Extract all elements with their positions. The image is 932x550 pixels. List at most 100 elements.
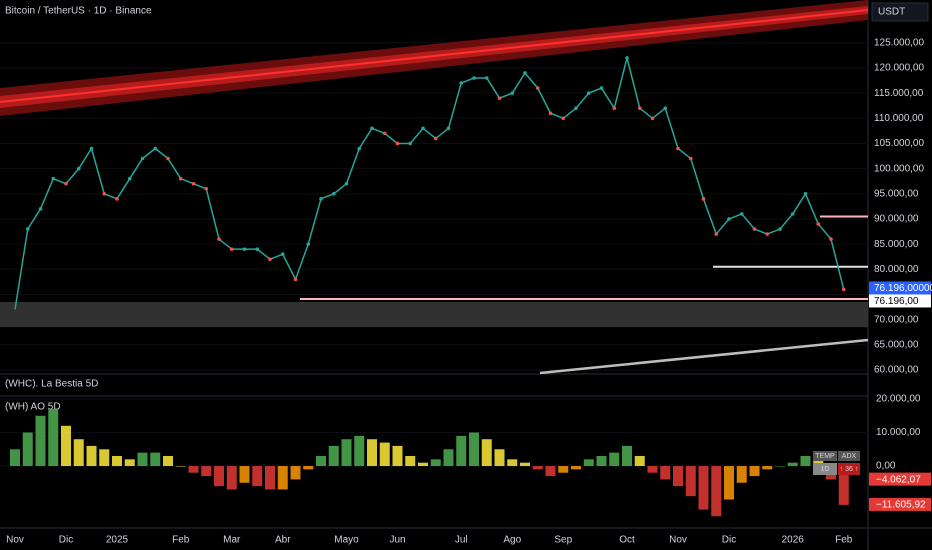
y-tick-label: 70.000,00 <box>874 314 919 325</box>
ao-bar <box>150 452 161 467</box>
price-point <box>523 71 527 75</box>
ao-bar <box>609 452 620 467</box>
currency-label[interactable]: USDT <box>878 7 905 18</box>
ao-bar <box>379 442 390 467</box>
table-cell <box>838 463 860 475</box>
ao-bar <box>354 435 365 467</box>
x-tick-label: Sep <box>554 535 572 546</box>
x-tick-label: Ago <box>503 535 521 546</box>
x-tick-label: Mayo <box>334 535 359 546</box>
x-tick-label: 2025 <box>106 535 129 546</box>
price-point <box>663 106 668 111</box>
table-text: TEMP <box>815 453 835 460</box>
ao-bar <box>583 459 594 467</box>
chart-title: Bitcoin / TetherUS · 1D · Binance <box>5 6 152 17</box>
ao-badge-label: −4.062,07 <box>876 474 921 485</box>
price-point <box>382 131 387 136</box>
price-point <box>115 197 119 201</box>
y-tick-label: 100.000,00 <box>874 163 924 174</box>
y-tick-label: 80.000,00 <box>874 264 919 275</box>
price-point <box>331 191 336 196</box>
close-badge-label: 76.196,00 <box>874 296 919 307</box>
ao-bar <box>787 462 798 467</box>
price-point <box>64 181 68 186</box>
price-point <box>625 56 629 60</box>
ao-bar <box>99 449 110 467</box>
price-point <box>714 232 719 236</box>
price-point <box>446 126 451 131</box>
price-point <box>319 197 323 201</box>
price-point <box>229 247 234 251</box>
ao-bar <box>571 466 581 470</box>
x-tick-label: Oct <box>619 535 635 546</box>
ao-bar <box>622 445 632 467</box>
currency-button[interactable] <box>871 2 929 22</box>
x-tick-label: Feb <box>835 535 853 546</box>
price-point <box>790 212 795 216</box>
ao-bar <box>392 445 403 467</box>
ao-badge <box>869 497 931 511</box>
price-point <box>574 106 578 111</box>
price-point <box>599 86 604 90</box>
ao-bar <box>48 409 59 467</box>
ao-badge-label: −11.605,92 <box>876 500 926 511</box>
ao-bar <box>303 466 314 470</box>
price-point <box>395 141 400 146</box>
ao-badge <box>869 472 931 486</box>
price-point <box>191 181 196 186</box>
table-cell <box>813 463 837 475</box>
table-cell <box>838 451 860 461</box>
price-point <box>127 176 132 181</box>
y-tick-label: 125.000,00 <box>874 37 924 48</box>
price-point <box>357 146 362 151</box>
price-point <box>650 116 655 121</box>
price-point <box>637 106 642 111</box>
price-point <box>76 166 81 171</box>
ao-bar <box>418 462 428 467</box>
ao-bar <box>367 439 377 467</box>
ao-bar <box>749 466 760 477</box>
price-point <box>816 222 821 226</box>
x-tick-label: Dic <box>722 535 736 546</box>
indicator-name: (WH) AO 5D <box>5 402 61 413</box>
y-tick-label: 60.000,00 <box>874 365 919 376</box>
ao-bar <box>647 466 658 473</box>
price-point <box>510 91 515 95</box>
ao-bar <box>762 466 773 470</box>
ao-bar <box>711 466 722 517</box>
ao-bar <box>800 455 811 467</box>
y-tick-label: 110.000,00 <box>874 113 924 124</box>
y-tick-label: 90.000,00 <box>874 214 919 225</box>
price-point <box>535 86 540 90</box>
ao-bar <box>838 466 849 505</box>
price-point <box>612 106 617 111</box>
ao-bar <box>341 439 352 467</box>
ao-bar <box>405 455 416 467</box>
price-point <box>25 227 30 231</box>
ao-bar <box>532 466 543 470</box>
x-tick-label: Mar <box>223 535 241 546</box>
resistance-line <box>0 9 869 103</box>
ao-bar <box>201 466 212 477</box>
price-point <box>242 247 247 251</box>
price-point <box>178 176 183 181</box>
price-point <box>280 252 285 256</box>
price-point <box>676 146 680 151</box>
ao-bar <box>73 439 84 467</box>
price-point <box>344 181 349 186</box>
y-tick-label: 105.000,00 <box>874 138 924 149</box>
ao-bar <box>163 455 173 467</box>
price-point <box>217 237 221 241</box>
price-point <box>38 207 43 211</box>
table-text: 1D <box>821 466 830 473</box>
price-point <box>459 81 464 85</box>
y-tick-label: 10.000,00 <box>876 427 921 438</box>
price-point <box>548 111 553 116</box>
price-point <box>306 242 311 246</box>
price-point <box>701 197 706 201</box>
x-tick-label: Feb <box>172 535 190 546</box>
price-point <box>204 186 209 191</box>
table-cell <box>813 451 837 461</box>
ao-bar <box>724 466 734 500</box>
ao-bar <box>226 466 237 490</box>
